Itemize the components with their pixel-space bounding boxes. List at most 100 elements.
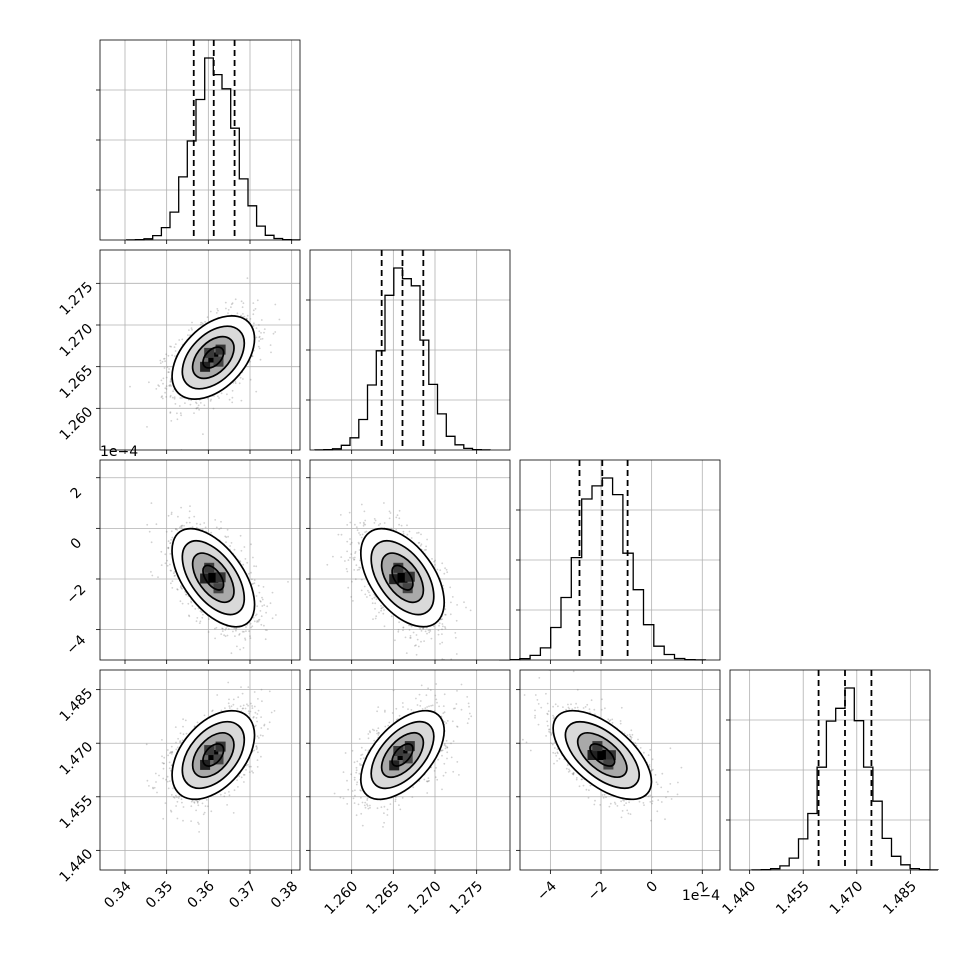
scatter-point [377, 524, 380, 526]
scatter-point [412, 631, 415, 634]
scatter-point [185, 521, 188, 524]
scatter-point [246, 317, 248, 320]
scatter-point [359, 566, 362, 569]
scatter-point [169, 542, 172, 544]
scatter-point [170, 530, 173, 533]
scatter-point [179, 740, 182, 742]
scatter-point [171, 751, 174, 754]
scatter-point [444, 613, 447, 616]
scatter-point [155, 523, 158, 526]
scatter-point [239, 648, 242, 651]
scatter-point [242, 302, 245, 305]
scatter-point [169, 380, 172, 382]
scatter-point [176, 588, 179, 590]
scatter-point [164, 562, 167, 565]
scatter-point [269, 344, 272, 346]
scatter-point [363, 510, 366, 513]
scatter-point [190, 601, 193, 604]
scatter-point [173, 396, 176, 398]
scatter-point [170, 420, 173, 422]
density-cell [204, 562, 215, 573]
scatter-point [389, 512, 392, 514]
scatter-point [167, 540, 170, 543]
scatter-point [191, 328, 193, 331]
scatter-point [195, 407, 198, 410]
scatter-point [248, 630, 251, 633]
scatter-point [146, 426, 148, 428]
scatter-point [245, 626, 247, 628]
scatter-point [228, 707, 231, 709]
scatter-point [383, 609, 385, 611]
scatter-point [174, 343, 177, 345]
scatter-point [200, 321, 203, 324]
scatter-point [167, 754, 170, 757]
scatter-panel-1-0 [96, 249, 301, 454]
scatter-point [359, 534, 362, 536]
scatter-point [171, 587, 174, 589]
contour-line [191, 335, 235, 380]
scatter-point [231, 302, 234, 305]
scatter-point [167, 514, 170, 517]
scatter-point [258, 336, 261, 339]
scatter-point [360, 578, 363, 581]
scatter-panel-2-1 [306, 459, 511, 664]
scatter-point [346, 524, 349, 526]
scatter-point [225, 307, 227, 310]
scatter-point [201, 616, 204, 619]
scatter-point [425, 545, 427, 548]
scatter-point [167, 547, 170, 549]
contour-line [202, 346, 225, 369]
density-cell [215, 344, 226, 355]
scatter-point [170, 511, 173, 514]
scatter-point [354, 550, 357, 553]
scatter-point [246, 314, 249, 317]
contour-line [380, 552, 425, 604]
scatter-point [179, 526, 181, 529]
scatter-point [181, 338, 184, 341]
scatter-point [180, 414, 183, 417]
scatter-point [402, 533, 405, 535]
scatter-point [287, 581, 289, 583]
scatter-panel-3-0 [96, 669, 301, 874]
scatter-point [197, 404, 200, 407]
scatter-point [159, 359, 162, 362]
density-cell [402, 583, 413, 594]
scatter-point [430, 637, 433, 640]
scatter-point [420, 533, 422, 536]
scatter-point [455, 653, 458, 655]
scatter-point [449, 586, 452, 589]
scatter-point [215, 312, 218, 314]
scatter-point [242, 378, 244, 380]
scatter-point [195, 407, 198, 410]
scatter-point [270, 351, 272, 354]
scatter-point [434, 559, 436, 562]
scatter-point [345, 568, 348, 570]
scatter-point [206, 316, 209, 319]
scatter-point [189, 334, 191, 336]
scatter-point [419, 627, 421, 630]
scatter-point [232, 698, 235, 701]
scatter-point [174, 574, 177, 577]
scatter-point [180, 585, 182, 587]
scatter-point [362, 521, 365, 524]
scatter-point [259, 734, 262, 737]
scatter-point [431, 558, 433, 560]
scatter-point [346, 540, 349, 543]
scatter-point [250, 626, 253, 629]
scatter-point [221, 627, 224, 630]
scatter-point [261, 596, 263, 599]
scatter-point [444, 626, 446, 628]
scatter-point [230, 542, 233, 544]
scatter-point [169, 396, 172, 398]
scatter-point [180, 506, 183, 509]
scatter-point [167, 546, 170, 549]
scatter-point [348, 511, 351, 514]
scatter-point [181, 602, 184, 605]
scatter-point [170, 569, 173, 572]
scatter-point [373, 522, 376, 524]
scatter-point [441, 633, 443, 635]
scatter-point [258, 591, 261, 594]
scatter-point [449, 613, 452, 616]
scatter-point [408, 629, 411, 631]
scatter-point [443, 572, 446, 575]
